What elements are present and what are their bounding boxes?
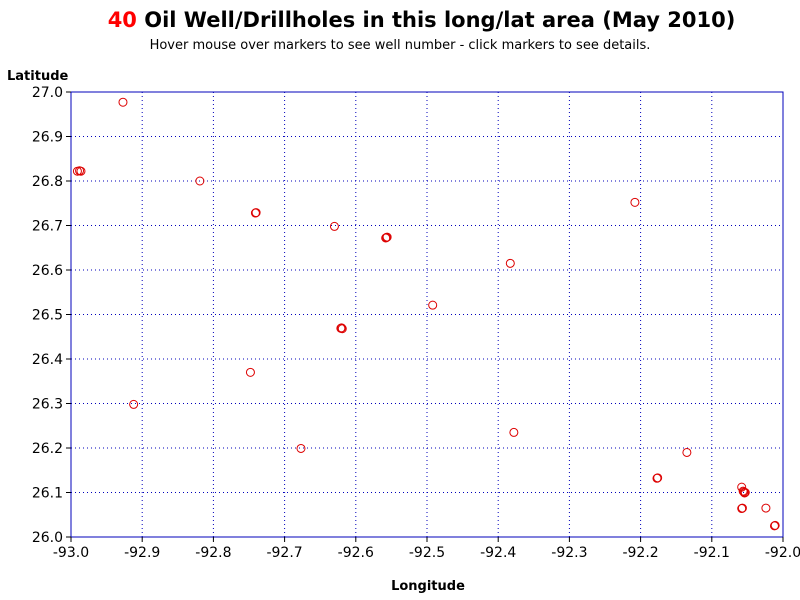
x-axis-label: Longitude — [391, 579, 465, 594]
well-marker[interactable] — [251, 208, 261, 218]
x-tick-label: -92.0 — [765, 545, 800, 561]
y-tick-label: 26.2 — [32, 441, 63, 457]
well-marker[interactable] — [505, 258, 515, 268]
well-marker[interactable] — [630, 197, 640, 207]
well-marker[interactable] — [509, 427, 519, 437]
x-tick-label: -92.6 — [338, 545, 374, 561]
well-marker[interactable] — [381, 233, 391, 243]
y-tick-label: 27.0 — [32, 85, 63, 101]
y-tick-label: 26.8 — [32, 174, 63, 190]
well-marker[interactable] — [129, 399, 139, 409]
well-marker[interactable] — [329, 221, 339, 231]
x-tick-label: -93.0 — [53, 545, 89, 561]
well-marker[interactable] — [682, 447, 692, 457]
x-tick-label: -92.9 — [124, 545, 160, 561]
well-marker[interactable] — [737, 503, 747, 513]
x-tick-label: -92.8 — [195, 545, 231, 561]
y-tick-label: 26.6 — [32, 263, 63, 279]
well-marker[interactable] — [738, 486, 748, 496]
well-marker[interactable] — [653, 473, 663, 483]
well-count: 40 — [107, 8, 137, 32]
chart-title: 40 Oil Well/Drillholes in this long/lat … — [0, 8, 800, 32]
x-tick-label: -92.2 — [622, 545, 658, 561]
y-tick-label: 26.9 — [32, 130, 63, 146]
y-axis-label: Latitude — [7, 69, 69, 84]
chart-subtitle: Hover mouse over markers to see well num… — [149, 38, 651, 53]
well-marker[interactable] — [245, 367, 255, 377]
well-marker[interactable] — [75, 166, 85, 176]
y-tick-label: 26.3 — [32, 397, 63, 413]
chart-title-text: Oil Well/Drillholes in this long/lat are… — [136, 8, 736, 32]
y-tick-label: 26.4 — [32, 352, 63, 368]
well-marker[interactable] — [337, 323, 347, 333]
well-marker[interactable] — [770, 520, 780, 530]
axis-ticks: -93.0 -92.9 -92.8 -92.7 -92.6 -92.5 -92.4 -92.3… — [32, 85, 800, 561]
y-tick-label: 26.7 — [32, 219, 63, 235]
y-tick-label: 26.1 — [32, 486, 63, 502]
x-tick-label: -92.3 — [551, 545, 587, 561]
y-tick-label: 26.5 — [32, 308, 63, 324]
well-marker[interactable] — [195, 176, 205, 186]
x-tick-label: -92.5 — [409, 545, 445, 561]
well-marker[interactable] — [296, 443, 306, 453]
well-marker[interactable] — [337, 324, 347, 334]
well-marker[interactable] — [118, 97, 128, 107]
well-marker[interactable] — [382, 232, 392, 242]
data-points — [72, 97, 780, 531]
well-marker[interactable] — [740, 488, 750, 497]
y-tick-label: 26.0 — [32, 530, 63, 546]
x-tick-label: -92.1 — [694, 545, 730, 561]
well-marker[interactable] — [761, 503, 771, 513]
grid — [71, 92, 783, 537]
x-tick-label: -92.4 — [480, 545, 516, 561]
well-marker[interactable] — [428, 300, 438, 310]
x-tick-label: -92.7 — [266, 545, 302, 561]
